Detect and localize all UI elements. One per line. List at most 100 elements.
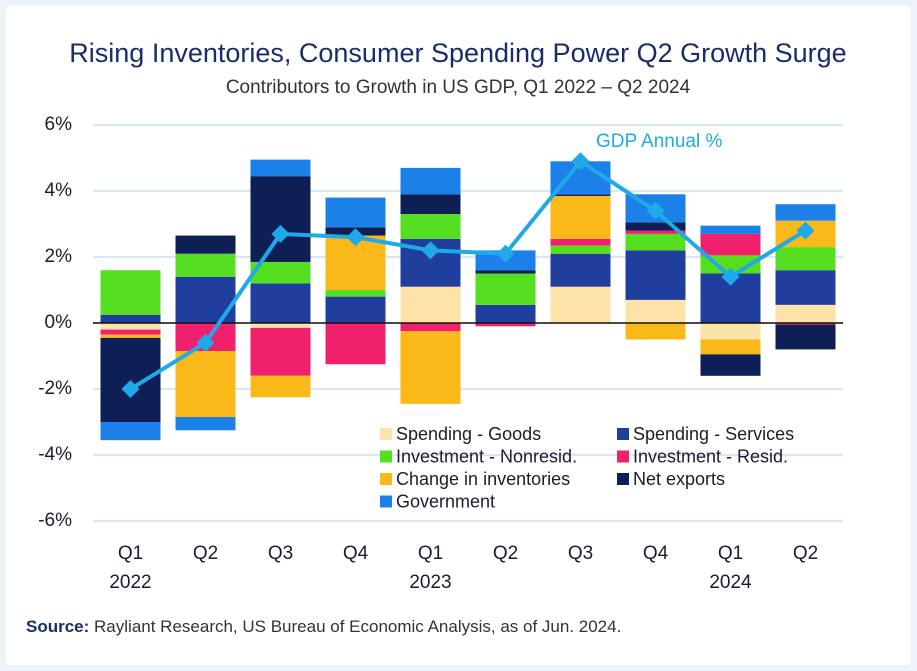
bar-segment xyxy=(250,159,311,177)
bar-segment xyxy=(250,283,311,323)
legend-swatch xyxy=(380,450,392,463)
gdp-marker xyxy=(571,152,590,171)
x-tick-label: Q1 xyxy=(718,543,743,564)
bar-segment xyxy=(625,299,686,323)
gdp-marker xyxy=(271,224,290,243)
gdp-marker xyxy=(646,201,665,220)
legend-label: Spending - Goods xyxy=(396,424,541,444)
source: Source: Rayliant Research, US Bureau of … xyxy=(26,617,621,636)
bar-segment xyxy=(175,276,236,323)
legend-swatch xyxy=(617,428,629,440)
bar-segment xyxy=(250,375,311,398)
bar-segment xyxy=(100,422,161,441)
bar-segment xyxy=(100,323,161,330)
bar-segment xyxy=(250,323,311,328)
x-tick-label: Q2 xyxy=(193,543,218,564)
bar-segment xyxy=(550,194,611,196)
bar-segment xyxy=(550,245,611,254)
bar-segment xyxy=(100,337,161,422)
bar-segment xyxy=(400,167,461,195)
gdp-marker xyxy=(121,380,140,398)
bar-segment xyxy=(625,250,686,300)
bar-segment xyxy=(475,323,536,327)
gdp-line xyxy=(129,158,807,391)
bar-segment xyxy=(175,351,236,418)
bar-segment xyxy=(175,417,236,431)
gdp-marker xyxy=(721,267,740,286)
source-label: Source: xyxy=(26,617,89,636)
x-group-label: 2023 xyxy=(409,572,451,593)
y-tick-label: -4% xyxy=(38,444,72,465)
bar-segment xyxy=(625,230,686,234)
bar-segment xyxy=(325,197,386,228)
bar-segment xyxy=(475,304,536,323)
bar-segment xyxy=(775,270,836,305)
gdp-marker xyxy=(421,241,440,260)
x-tick-label: Q3 xyxy=(268,543,293,564)
legend-swatch xyxy=(380,473,392,485)
y-tick-label: 6% xyxy=(45,114,73,135)
bar-segment xyxy=(175,235,236,254)
bar-segment xyxy=(775,324,836,350)
legend-label: Spending - Services xyxy=(633,424,794,444)
bar-segment xyxy=(325,323,386,365)
bar-segment xyxy=(775,247,836,271)
legend-label: Change in inventories xyxy=(396,469,570,489)
x-group-label: 2022 xyxy=(109,572,151,593)
bar-segment xyxy=(400,323,461,332)
bar-segment xyxy=(700,354,761,376)
y-tick-label: 4% xyxy=(45,180,73,201)
bar-segment xyxy=(250,261,311,284)
y-tick-label: 2% xyxy=(45,246,73,267)
bar-segment xyxy=(775,204,836,221)
bar-segment xyxy=(700,339,761,355)
legend-label: Investment - Nonresid. xyxy=(396,446,577,466)
x-group-label: 2024 xyxy=(709,572,752,593)
bar-segment xyxy=(550,286,611,323)
bar-segment xyxy=(775,304,836,323)
bar-segment xyxy=(250,176,311,262)
legend-label: Government xyxy=(396,491,495,511)
bar-segment xyxy=(400,214,461,239)
bar-segment xyxy=(625,222,686,231)
bar-segment xyxy=(475,270,536,274)
bar-segment xyxy=(400,194,461,215)
chart-subtitle: Contributors to Growth in US GDP, Q1 202… xyxy=(226,77,691,98)
x-tick-label: Q4 xyxy=(643,543,669,564)
y-tick-label: -6% xyxy=(38,510,72,531)
bar-segment xyxy=(700,323,761,340)
bar-segment xyxy=(700,233,761,256)
legend-swatch xyxy=(380,495,392,508)
bar-segment xyxy=(100,334,161,338)
x-tick-label: Q3 xyxy=(568,543,593,564)
gdp-marker xyxy=(196,333,215,352)
bar-segment xyxy=(775,323,836,325)
x-tick-label: Q2 xyxy=(793,543,818,564)
y-tick-label: 0% xyxy=(45,312,73,333)
bar-segment xyxy=(550,238,611,246)
bar-segment xyxy=(400,286,461,323)
bar-segment xyxy=(550,195,611,239)
bar-segment xyxy=(325,296,386,323)
y-tick-label: -2% xyxy=(38,378,72,399)
chart-title: Rising Inventories, Consumer Spending Po… xyxy=(69,38,846,68)
legend-swatch xyxy=(617,450,629,463)
gdp-label: GDP Annual % xyxy=(596,131,723,152)
bar-segment xyxy=(100,270,161,315)
gdp-marker xyxy=(496,244,515,263)
bar-segment xyxy=(175,253,236,277)
bar-segment xyxy=(475,273,536,305)
legend-label: Investment - Resid. xyxy=(633,446,788,466)
bar-segment xyxy=(325,290,386,297)
bar-segment xyxy=(625,323,686,340)
source-text: Rayliant Research, US Bureau of Economic… xyxy=(94,617,621,636)
x-tick-label: Q4 xyxy=(343,543,369,564)
bar-segment xyxy=(700,225,761,234)
bar-segment xyxy=(250,327,311,376)
legend-swatch xyxy=(380,428,392,440)
x-tick-label: Q1 xyxy=(118,543,143,564)
x-tick-label: Q2 xyxy=(493,543,518,564)
legend-swatch xyxy=(617,473,629,485)
